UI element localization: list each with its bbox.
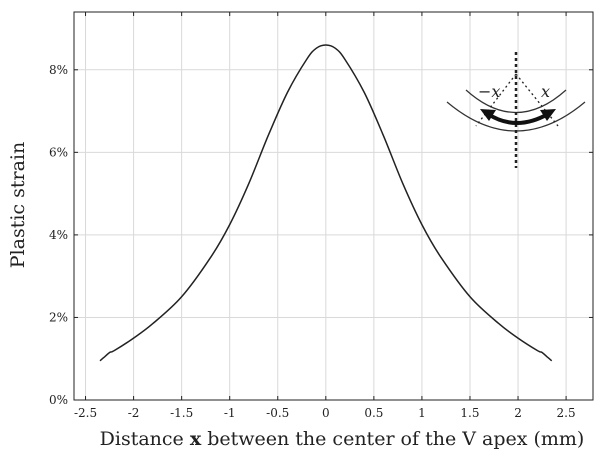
x-axis-title-variable: x [190,428,202,450]
x-axis-title-prefix: Distance [100,428,190,450]
plot-frame [73,11,594,401]
x-tick-label: -0.5 [266,406,289,420]
x-tick-label: 1.5 [460,406,479,420]
inset-diagram: −x x [446,52,586,168]
y-tick-label: 0% [49,393,68,407]
x-tick-label: 0.5 [364,406,383,420]
y-tick-label: 4% [49,228,68,242]
inset-label-negative-x: −x [478,82,500,101]
series-line [99,44,553,362]
inset-right-dotted-line [515,73,559,127]
inset-arrowhead-left [480,109,496,121]
y-tick-label: 6% [49,145,68,159]
x-tick-label: 2 [514,406,522,420]
x-tick-label: 2.5 [557,406,576,420]
series-layer [99,44,553,362]
grid [74,12,593,401]
inset-curved-arrow [486,112,549,125]
x-tick-label: 0 [322,406,330,420]
y-axis-title: Plastic strain [7,142,29,268]
inset-label-positive-x: x [541,82,550,101]
x-tick-label: -2 [128,406,140,420]
inset-arrowhead-right [540,109,556,121]
y-tick-label: 8% [49,63,68,77]
y-tick-label: 2% [49,310,68,324]
x-axis-title-suffix: between the center of the V apex (mm) [201,428,584,450]
x-tick-label: -2.5 [74,406,97,420]
x-tick-label: -1 [224,406,236,420]
x-tick-label: 1 [418,406,426,420]
x-tick-label: -1.5 [170,406,193,420]
ticks-layer: -2.5 -2 -1.5 -1 -0.5 0 0.5 1 1.5 2 2.5 0% 2% 4% 6% 8% [49,12,593,420]
inset-left-dotted-line [475,73,517,127]
x-axis-title: Distance x between the center of the V a… [100,428,585,450]
